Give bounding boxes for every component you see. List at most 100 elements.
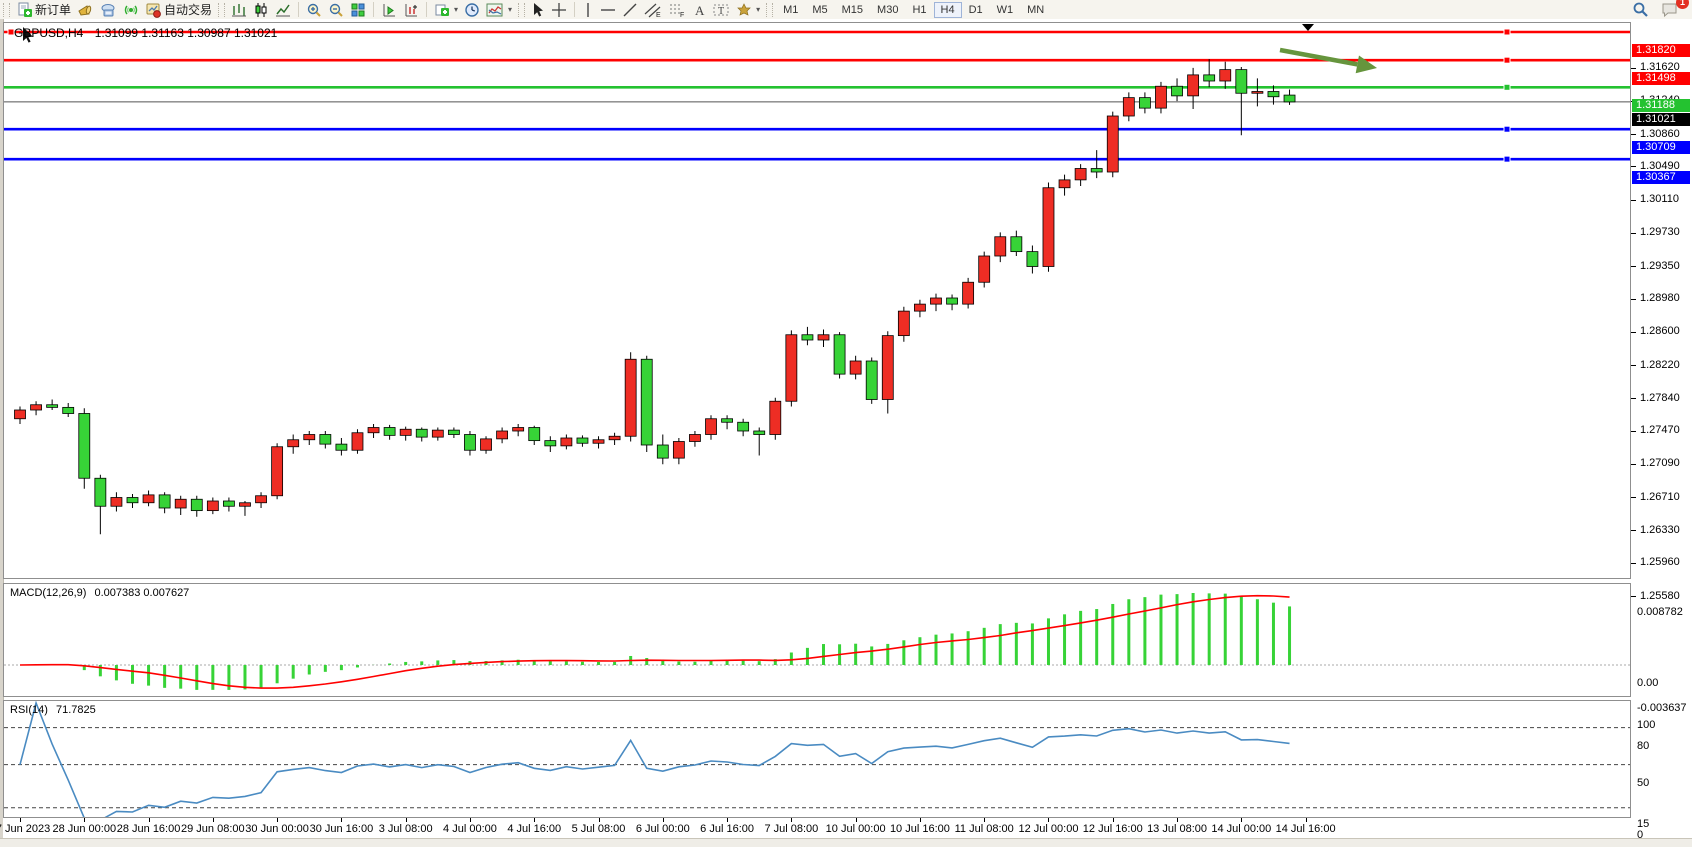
candle-up[interactable] — [672, 441, 685, 459]
candle-down[interactable] — [544, 440, 557, 447]
candle-up[interactable] — [271, 446, 284, 497]
candle-up[interactable] — [608, 435, 621, 441]
candle-down[interactable] — [865, 360, 878, 400]
candle-up[interactable] — [174, 498, 187, 509]
candle-up[interactable] — [1251, 91, 1264, 94]
fibonacci-button[interactable]: F — [665, 1, 689, 19]
candle-down[interactable] — [94, 477, 107, 507]
candle-up[interactable] — [30, 404, 42, 411]
timeframe-mn[interactable]: MN — [1020, 2, 1051, 18]
toolbar-grip[interactable] — [3, 2, 10, 17]
annotation-arrow[interactable] — [1279, 47, 1358, 67]
line-handle[interactable] — [7, 28, 15, 36]
candle-down[interactable] — [946, 297, 958, 305]
line-chart-button[interactable] — [272, 1, 294, 19]
candle-up[interactable] — [930, 297, 942, 305]
zoom-out-button[interactable] — [325, 1, 347, 19]
candle-up[interactable] — [817, 334, 830, 341]
candle-down[interactable] — [62, 406, 75, 414]
candle-up[interactable] — [1042, 187, 1055, 267]
label-button[interactable]: T — [709, 1, 733, 19]
annotation-arrowhead[interactable] — [1355, 55, 1377, 74]
candle-up[interactable] — [1106, 115, 1119, 173]
candle-down[interactable] — [1235, 69, 1248, 94]
macd-chart[interactable] — [4, 584, 1630, 696]
candle-down[interactable] — [78, 413, 91, 479]
candle-up[interactable] — [994, 236, 1007, 257]
candle-up[interactable] — [239, 502, 251, 507]
timeframe-m5[interactable]: M5 — [805, 2, 834, 18]
indicators-button[interactable] — [378, 1, 400, 19]
candle-up[interactable] — [978, 255, 991, 283]
candle-up[interactable] — [881, 335, 894, 400]
rsi-panel[interactable]: RSI(14) 71.7825 — [3, 700, 1631, 818]
cursor-button[interactable] — [528, 1, 548, 19]
autotrading-button[interactable]: 自动交易 — [142, 1, 215, 19]
candle-up[interactable] — [14, 409, 26, 420]
candle-up[interactable] — [480, 438, 492, 451]
candle-up[interactable] — [1187, 74, 1200, 97]
trendline-button[interactable] — [619, 1, 641, 19]
candle-up[interactable] — [1155, 85, 1167, 109]
candle-down[interactable] — [721, 418, 733, 423]
candle-down[interactable] — [1267, 91, 1280, 98]
chat-button[interactable]: 1 — [1658, 0, 1689, 19]
timeframe-m1[interactable]: M1 — [776, 2, 805, 18]
bar-chart-button[interactable] — [228, 1, 250, 19]
candle-up[interactable] — [560, 437, 573, 447]
candle-up[interactable] — [512, 427, 525, 432]
timeframe-m15[interactable]: M15 — [835, 2, 870, 18]
candle-up[interactable] — [1219, 69, 1232, 82]
chart-shift-marker-icon[interactable] — [1302, 24, 1314, 31]
candle-down[interactable] — [335, 443, 348, 451]
timeframe-h4[interactable]: H4 — [933, 1, 962, 18]
candle-up[interactable] — [705, 418, 717, 435]
candle-down[interactable] — [319, 434, 332, 445]
candle-up[interactable] — [351, 432, 364, 451]
line-handle[interactable] — [1503, 125, 1511, 133]
candle-up[interactable] — [914, 303, 926, 312]
timeframe-h1[interactable]: H1 — [905, 2, 933, 18]
candle-down[interactable] — [223, 500, 235, 507]
line-handle[interactable] — [1503, 28, 1511, 36]
rsi-chart[interactable] — [4, 701, 1630, 817]
candle-down[interactable] — [640, 358, 653, 446]
add-object-button[interactable]: ▾ — [431, 1, 461, 19]
candle-down[interactable] — [1090, 168, 1103, 173]
candle-up[interactable] — [367, 427, 380, 434]
candle-up[interactable] — [206, 500, 219, 512]
candle-up[interactable] — [303, 434, 316, 441]
candle-up[interactable] — [431, 429, 444, 438]
vline-button[interactable] — [579, 1, 597, 19]
candle-up[interactable] — [110, 497, 123, 507]
candle-up[interactable] — [785, 334, 798, 402]
candle-up[interactable] — [399, 428, 412, 436]
main-chart-panel[interactable]: GBPUSD,H4 1.31099 1.31163 1.30987 1.3102… — [3, 22, 1631, 579]
candle-down[interactable] — [1026, 251, 1039, 267]
tile-windows-button[interactable] — [347, 1, 369, 19]
indicator-window-button[interactable] — [400, 1, 422, 19]
line-handle[interactable] — [1503, 155, 1511, 163]
candle-up[interactable] — [1122, 97, 1135, 117]
candle-down[interactable] — [737, 421, 750, 432]
line-handle[interactable] — [1503, 83, 1511, 91]
candle-down[interactable] — [753, 430, 766, 435]
clock-button[interactable] — [461, 1, 483, 19]
hline-button[interactable] — [597, 1, 619, 19]
toolbar-grip[interactable] — [218, 2, 226, 17]
macd-panel[interactable]: MACD(12,26,9) 0.007383 0.007627 — [3, 583, 1631, 697]
candle-down[interactable] — [656, 444, 669, 459]
megaphone-button[interactable] — [74, 1, 97, 19]
candle-up[interactable] — [1074, 168, 1087, 181]
timeframe-m30[interactable]: M30 — [870, 2, 905, 18]
arrows-button[interactable]: ▾ — [733, 1, 763, 19]
candle-down[interactable] — [528, 427, 541, 442]
candle-down[interactable] — [833, 334, 846, 375]
candle-down[interactable] — [190, 498, 203, 512]
candle-down[interactable] — [158, 494, 171, 509]
candle-up[interactable] — [496, 430, 509, 440]
candle-up[interactable] — [1058, 179, 1071, 189]
search-button[interactable] — [1629, 1, 1652, 19]
candle-down[interactable] — [1171, 85, 1183, 97]
